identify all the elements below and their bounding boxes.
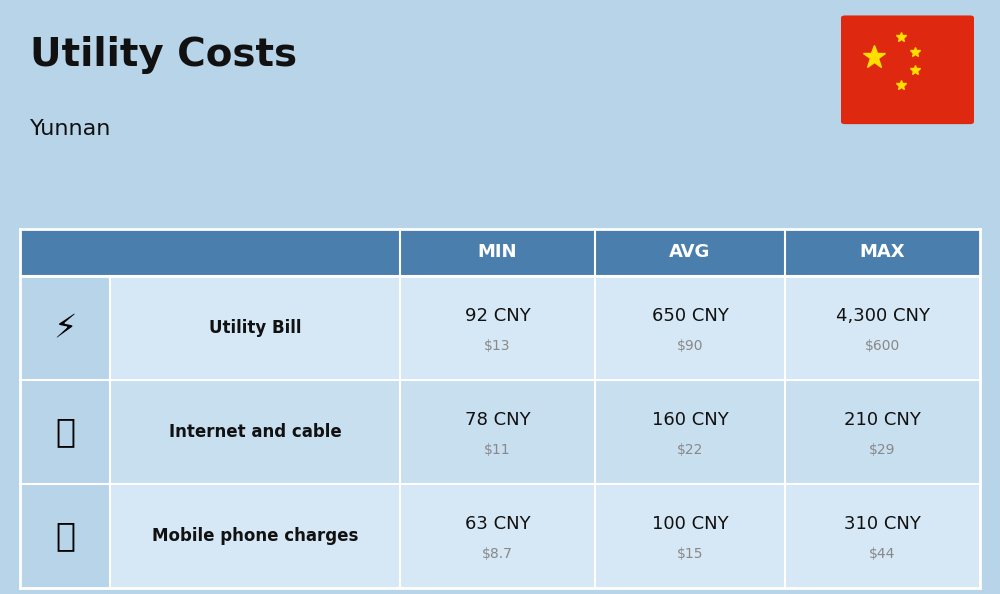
Text: 78 CNY: 78 CNY [465, 410, 530, 429]
Text: 100 CNY: 100 CNY [652, 514, 728, 533]
Text: Mobile phone charges: Mobile phone charges [152, 527, 358, 545]
Text: Internet and cable: Internet and cable [169, 423, 341, 441]
FancyBboxPatch shape [20, 276, 110, 380]
Text: 650 CNY: 650 CNY [652, 307, 728, 325]
FancyBboxPatch shape [400, 229, 980, 276]
Text: ⚡: ⚡ [53, 312, 77, 345]
FancyBboxPatch shape [110, 484, 980, 588]
Text: 📱: 📱 [55, 520, 75, 552]
Text: 4,300 CNY: 4,300 CNY [836, 307, 930, 325]
FancyBboxPatch shape [20, 229, 400, 276]
FancyBboxPatch shape [20, 484, 110, 588]
Text: 160 CNY: 160 CNY [652, 410, 728, 429]
Text: Yunnan: Yunnan [30, 119, 111, 139]
Text: Utility Costs: Utility Costs [30, 36, 297, 74]
Text: Utility Bill: Utility Bill [209, 319, 301, 337]
Text: 📶: 📶 [55, 416, 75, 448]
Text: AVG: AVG [669, 244, 711, 261]
Text: MAX: MAX [860, 244, 905, 261]
Text: $600: $600 [865, 339, 900, 353]
Text: MIN: MIN [478, 244, 517, 261]
FancyBboxPatch shape [20, 380, 110, 484]
Text: $44: $44 [869, 546, 896, 561]
Text: 92 CNY: 92 CNY [465, 307, 530, 325]
Text: $90: $90 [677, 339, 703, 353]
Text: $11: $11 [484, 443, 511, 457]
FancyBboxPatch shape [110, 380, 980, 484]
Text: $13: $13 [484, 339, 511, 353]
Text: $15: $15 [677, 546, 703, 561]
Text: 63 CNY: 63 CNY [465, 514, 530, 533]
Text: 310 CNY: 310 CNY [844, 514, 921, 533]
Text: $29: $29 [869, 443, 896, 457]
FancyBboxPatch shape [110, 276, 980, 380]
Text: $8.7: $8.7 [482, 546, 513, 561]
Text: $22: $22 [677, 443, 703, 457]
Text: 210 CNY: 210 CNY [844, 410, 921, 429]
FancyBboxPatch shape [841, 15, 974, 124]
